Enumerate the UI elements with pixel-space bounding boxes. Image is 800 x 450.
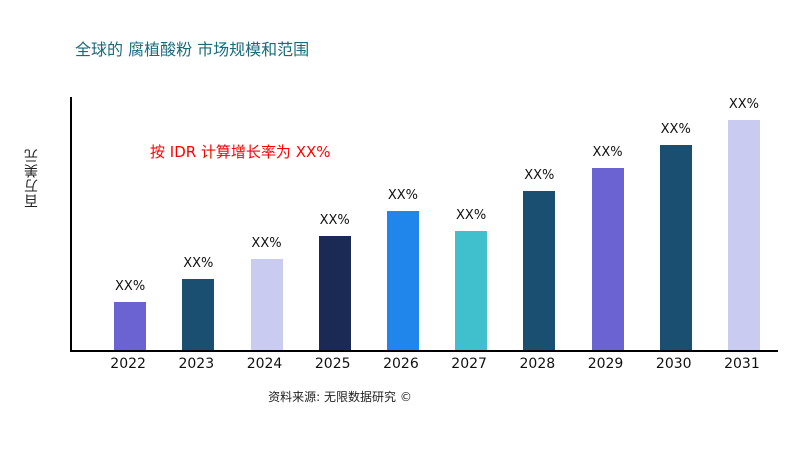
bar-group: XX% <box>369 97 437 350</box>
x-tick-label: 2022 <box>110 356 146 372</box>
x-tick-label: 2028 <box>519 356 556 372</box>
bar <box>659 145 692 350</box>
bar-group: XX% <box>642 97 710 350</box>
bar <box>182 279 215 350</box>
bar-group: XX% <box>232 97 300 350</box>
x-tick-label: 2030 <box>655 356 692 372</box>
bar <box>591 167 624 350</box>
x-axis-ticks: 2022 2023 2024 2025 2026 2027 2028 2029 … <box>70 356 776 372</box>
plot-area: 按 IDR 计算增长率为 XX% XX% XX% XX% XX% XX% XX%… <box>70 97 778 352</box>
growth-rate-annotation: 按 IDR 计算增长率为 XX% <box>150 143 331 161</box>
bar-group: XX% <box>96 97 164 350</box>
x-tick-label: 2023 <box>178 356 215 372</box>
x-tick-label: 2025 <box>314 356 351 372</box>
bar <box>318 236 351 350</box>
bar-value-label: XX% <box>524 167 555 183</box>
bar-value-label: XX% <box>251 235 282 251</box>
bar-group: XX% <box>164 97 232 350</box>
bar-group: XX% <box>710 97 778 350</box>
bar-value-label: XX% <box>387 187 418 203</box>
bar-group: XX% <box>301 97 369 350</box>
x-tick-label: 2029 <box>587 356 624 372</box>
bar-value-label: XX% <box>319 213 350 229</box>
x-tick-label: 2031 <box>724 356 760 372</box>
bar-value-label: XX% <box>728 97 760 112</box>
bar-value-label: XX% <box>456 208 487 224</box>
bar <box>523 190 556 350</box>
bar <box>455 231 488 350</box>
bar-group: XX% <box>505 97 573 350</box>
bar-value-label: XX% <box>592 144 623 160</box>
bar-group: XX% <box>573 97 641 350</box>
x-tick-label: 2027 <box>451 356 487 372</box>
bar <box>114 301 147 350</box>
bar-value-label: XX% <box>183 256 214 272</box>
x-tick-label: 2026 <box>383 356 419 372</box>
bar <box>250 258 283 350</box>
bar <box>727 120 760 350</box>
bar <box>386 210 419 350</box>
source-note: 资料来源: 无限数据研究 © <box>268 390 412 404</box>
bar-value-label: XX% <box>115 278 146 294</box>
bars: XX% XX% XX% XX% XX% XX% XX% XX% XX% XX% <box>72 97 778 350</box>
y-axis-label: 百万美元 <box>24 148 40 208</box>
bar-value-label: XX% <box>660 122 691 138</box>
chart-title: 全球的 腐植酸粉 市场规模和范围 <box>75 40 310 59</box>
bar-group: XX% <box>437 97 505 350</box>
x-tick-label: 2024 <box>246 356 283 372</box>
